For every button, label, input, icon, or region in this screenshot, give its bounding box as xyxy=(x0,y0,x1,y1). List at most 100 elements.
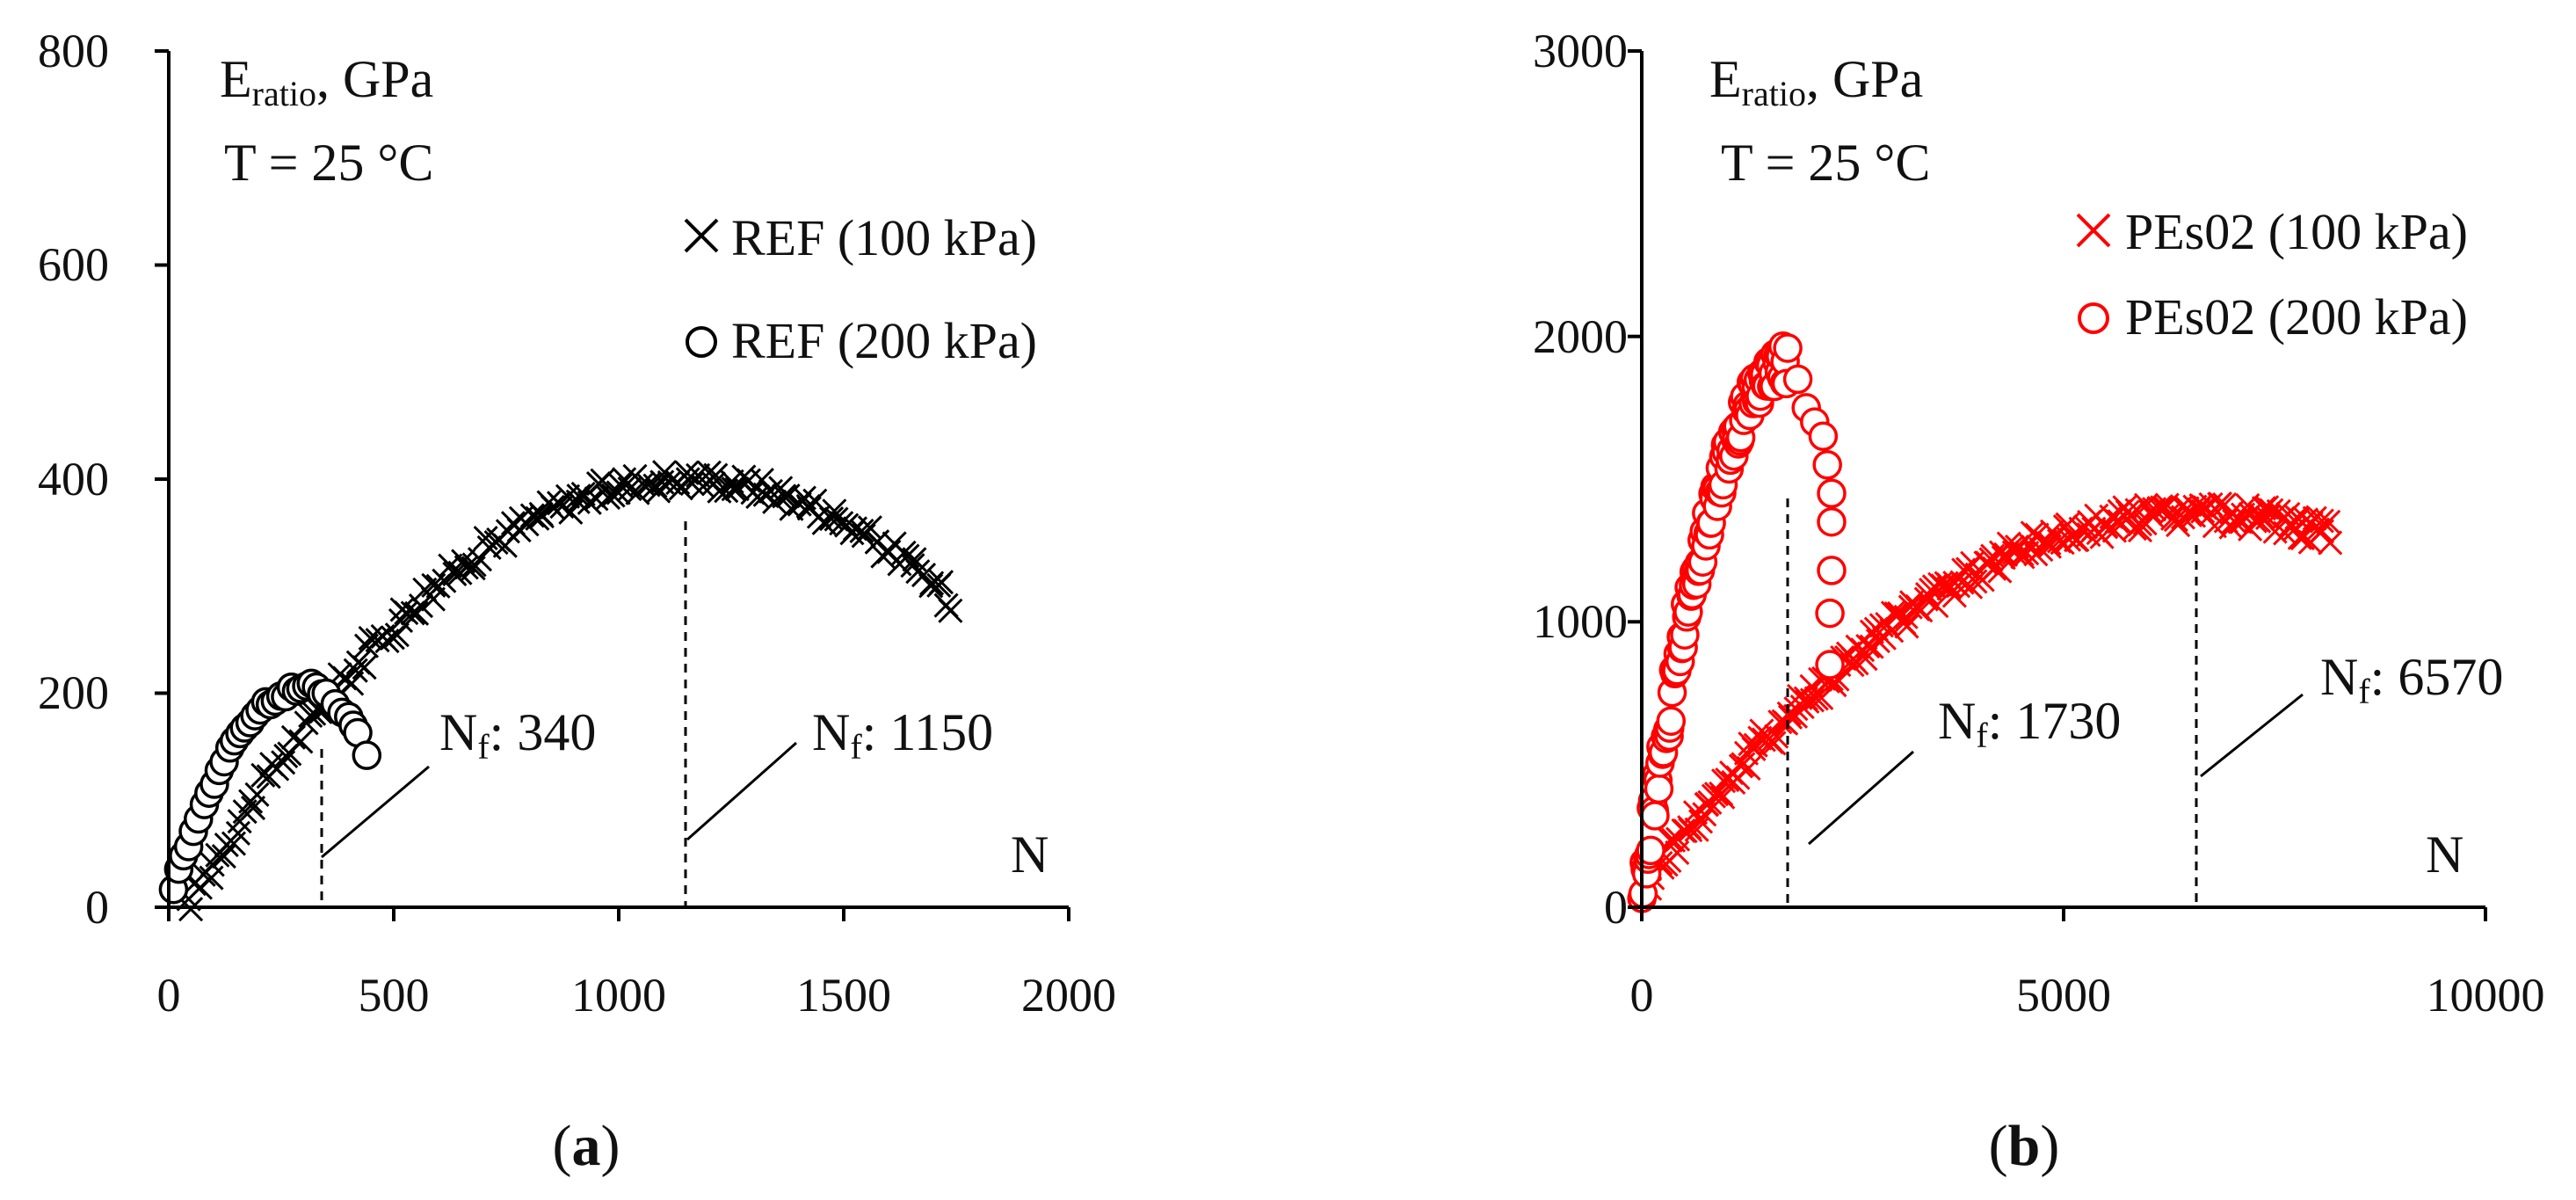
panel-a-x-marker-point xyxy=(408,593,434,619)
panel-b-y-tick-label: 1000 xyxy=(1533,595,1628,648)
panel-b-x-marker-point xyxy=(2207,491,2232,517)
panel-a-x-marker-point xyxy=(442,561,468,587)
panel-a-x-marker-point xyxy=(857,515,882,541)
panel-b-o-marker-point xyxy=(1773,333,1803,363)
panel-b-o-marker-point xyxy=(1640,801,1670,831)
panel-a-x-marker-point xyxy=(225,820,250,846)
panel-a-x-marker-point xyxy=(384,622,410,648)
panel-a-y-tick-label: 200 xyxy=(38,666,109,719)
panel-a-y-tick-label: 800 xyxy=(38,25,109,77)
panel-a-nf-340-marker xyxy=(320,749,430,907)
panel-b-o-marker-point xyxy=(1817,556,1847,585)
panel-a-x-marker-point xyxy=(849,518,874,543)
panel-b-temperature-label: T = 25 °C xyxy=(1721,134,1930,192)
panel-b-x-marker-point xyxy=(1736,755,1761,782)
panel-b-y-tick-label: 2000 xyxy=(1533,310,1628,363)
panel-a-x-marker-point xyxy=(745,484,771,510)
panel-a-y-tick-label: 600 xyxy=(38,238,109,291)
panel-a-x-tick-label: 500 xyxy=(359,969,430,1022)
panel-b-x-marker-point xyxy=(1677,815,1702,840)
panel-b-caption: (b) xyxy=(1989,1114,2060,1178)
panel-b-y-tick-label: 0 xyxy=(1604,881,1628,934)
panel-a-x-tick-label: 1000 xyxy=(571,969,666,1022)
panel-b-x-marker-point xyxy=(1687,809,1714,834)
panel-a-x-marker-point xyxy=(352,655,377,680)
panel-b-x-marker-point xyxy=(1963,569,1988,594)
panel-a-x-tick-label: 0 xyxy=(157,969,181,1022)
panel-a-x-marker-point xyxy=(590,468,615,493)
panel-b-o-marker-point xyxy=(1636,835,1665,866)
panel-a-legend-o-marker xyxy=(686,326,717,358)
panel-b-nf-6570-label: Nf: 6570 xyxy=(2320,648,2503,711)
panel-b-x-marker-point xyxy=(1924,593,1949,619)
panel-b-x-marker-point xyxy=(2020,520,2045,546)
panel-a-nf-1150-label: Nf: 1150 xyxy=(812,703,993,767)
panel-a-x-axis-label: N xyxy=(1011,825,1049,884)
panel-a-x-marker-point xyxy=(388,607,414,634)
panel-a-caption: (a) xyxy=(553,1114,620,1178)
panel-a-legend: REF (100 kPa) REF (200 kPa) xyxy=(684,209,1037,369)
panel-b-y-ticks xyxy=(1628,49,1642,909)
panel-b-legend: PEs02 (100 kPa) PEs02 (200 kPa) xyxy=(2076,203,2468,345)
panel-a-x-marker-point xyxy=(822,498,847,524)
panel-a: 0 200 400 600 800 0 500 1000 1500 2000 E… xyxy=(38,25,1116,1178)
panel-a-marks xyxy=(158,460,963,922)
panel-b-x-marker-point xyxy=(1684,817,1709,842)
panel-b-o-marker-point xyxy=(1817,478,1847,508)
panel-a-nf-340-label: Nf: 340 xyxy=(439,703,596,767)
panel-b-x-tick-label: 10000 xyxy=(2427,969,2545,1022)
panel-b-x-marker-point xyxy=(1761,731,1787,756)
panel-b-legend-label: PEs02 (200 kPa) xyxy=(2125,288,2468,345)
panel-b-o-marker-point xyxy=(1815,650,1845,680)
panel-a-x-marker-point xyxy=(642,473,668,498)
panel-a-x-marker-point xyxy=(250,762,276,788)
panel-a-x-marker-point xyxy=(432,568,457,593)
panel-a-x-ticks xyxy=(167,907,1070,921)
panel-b-o-marker-point xyxy=(1815,598,1845,629)
panel-b-y-axis-label: Eratio, GPa xyxy=(1709,50,1923,113)
panel-b-x-marker-point xyxy=(2259,498,2284,523)
panel-a-x-marker-point xyxy=(454,555,479,580)
panel-b-x-tick-label: 5000 xyxy=(2016,969,2111,1022)
panel-b-x-marker-point xyxy=(1795,688,1820,714)
panel-b-x-marker-point xyxy=(1799,687,1825,713)
panel-b-nf-1730-label: Nf: 1730 xyxy=(1938,692,2121,755)
panel-a-nf-1150-marker xyxy=(684,521,797,907)
panel-a-legend-label: REF (200 kPa) xyxy=(731,312,1037,369)
panel-b-x-tick-label: 0 xyxy=(1630,969,1654,1022)
panel-a-x-marker-point xyxy=(772,484,797,509)
panel-b-legend-x-marker xyxy=(2076,213,2111,248)
panel-b-x-ticks xyxy=(1640,907,2487,921)
panel-a-x-marker-point xyxy=(703,462,729,488)
panel-b-x-marker-point xyxy=(1894,614,1919,639)
panel-b-nf-6570-marker xyxy=(2195,545,2304,907)
panel-a-x-marker-point xyxy=(343,658,368,683)
panel-b-x-marker-point xyxy=(1764,724,1789,749)
panel-b-o-marker-point xyxy=(1782,364,1813,395)
panel-a-y-axis-label: Eratio, GPa xyxy=(220,50,433,113)
panel-a-x-marker-point xyxy=(288,729,314,754)
panel-a-legend-label: REF (100 kPa) xyxy=(731,209,1037,266)
panel-a-y-tick-label: 400 xyxy=(38,453,109,505)
panel-a-legend-x-marker xyxy=(684,218,719,253)
panel-a-x-marker-point xyxy=(749,468,774,493)
panel-a-y-tick-label: 0 xyxy=(85,881,109,934)
panel-a-x-marker-point xyxy=(540,494,565,520)
panel-b-x-marker-point xyxy=(2316,509,2341,535)
panel-b-y-tick-label: 3000 xyxy=(1533,25,1628,77)
panel-a-x-tick-label: 1500 xyxy=(796,969,891,1022)
panel-b-o-marker-point xyxy=(1812,450,1842,480)
panel-a-x-marker-point xyxy=(938,598,963,623)
panel-a-temperature-label: T = 25 °C xyxy=(224,134,433,192)
panel-b-legend-o-marker xyxy=(2078,302,2109,334)
panel-b: 0 1000 2000 3000 0 5000 10000 Eratio, GP… xyxy=(1533,25,2545,1178)
panel-b-o-marker-point xyxy=(1656,706,1687,736)
panel-a-x-marker-point xyxy=(919,571,945,596)
panel-a-x-marker-point xyxy=(600,483,626,508)
panel-a-x-tick-label: 2000 xyxy=(1021,969,1116,1022)
panel-b-x-marker-point xyxy=(2246,508,2272,534)
panel-b-o-marker-point xyxy=(1644,774,1674,804)
panel-a-y-ticks xyxy=(155,49,169,909)
panel-b-x-marker-point xyxy=(1865,629,1890,654)
